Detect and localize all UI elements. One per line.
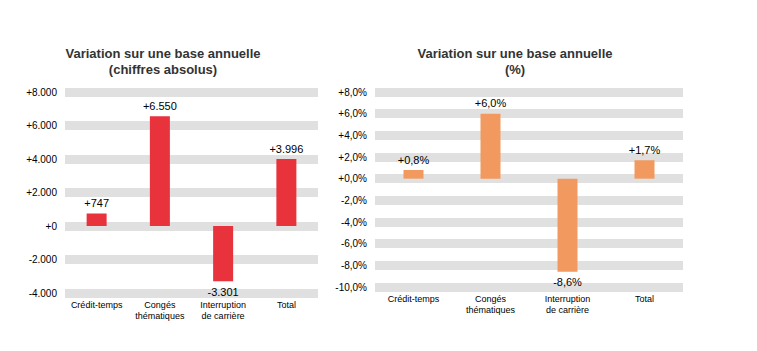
svg-text:+0,8%: +0,8% <box>398 154 430 166</box>
svg-text:Total: Total <box>635 294 654 304</box>
svg-text:Variation sur une base annuell: Variation sur une base annuelle <box>65 46 260 61</box>
svg-text:+4,0%: +4,0% <box>338 130 367 141</box>
svg-text:Congés: Congés <box>475 294 507 304</box>
svg-text:+6,0%: +6,0% <box>338 108 367 119</box>
svg-text:Total: Total <box>277 300 296 310</box>
svg-text:thématiques: thématiques <box>135 311 185 321</box>
svg-text:+8.000: +8.000 <box>26 87 57 98</box>
svg-text:-2.000: -2.000 <box>29 254 58 265</box>
svg-text:+4.000: +4.000 <box>26 154 57 165</box>
svg-text:-3.301: -3.301 <box>208 286 239 298</box>
svg-text:-4.000: -4.000 <box>29 288 58 299</box>
svg-text:+747: +747 <box>84 197 109 209</box>
svg-text:-8,6%: -8,6% <box>553 276 582 288</box>
svg-text:+6,0%: +6,0% <box>475 97 507 109</box>
svg-text:Congés: Congés <box>144 300 176 310</box>
svg-text:(%): (%) <box>505 62 525 77</box>
svg-text:Interruption: Interruption <box>200 300 246 310</box>
svg-text:Crédit-temps: Crédit-temps <box>71 300 123 310</box>
svg-text:-10,0%: -10,0% <box>335 282 367 293</box>
svg-text:+3.996: +3.996 <box>269 143 303 155</box>
svg-text:Interruption: Interruption <box>545 294 591 304</box>
svg-text:Variation sur une base annuell: Variation sur une base annuelle <box>417 46 612 61</box>
svg-text:de carrière: de carrière <box>546 305 589 315</box>
svg-text:+2.000: +2.000 <box>26 187 57 198</box>
svg-text:+0,0%: +0,0% <box>338 173 367 184</box>
svg-text:+6.550: +6.550 <box>143 100 177 112</box>
svg-text:-4,0%: -4,0% <box>341 217 367 228</box>
svg-text:thématiques: thématiques <box>466 305 516 315</box>
svg-text:-6,0%: -6,0% <box>341 238 367 249</box>
svg-text:(chiffres absolus): (chiffres absolus) <box>109 62 217 77</box>
svg-text:+2,0%: +2,0% <box>338 152 367 163</box>
svg-text:de carrière: de carrière <box>202 311 245 321</box>
svg-text:-2,0%: -2,0% <box>341 195 367 206</box>
svg-text:+6.000: +6.000 <box>26 120 57 131</box>
svg-text:+1,7%: +1,7% <box>629 144 661 156</box>
svg-text:-8,0%: -8,0% <box>341 260 367 271</box>
svg-text:+0: +0 <box>46 221 58 232</box>
svg-text:Crédit-temps: Crédit-temps <box>388 294 440 304</box>
svg-text:+8,0%: +8,0% <box>338 87 367 98</box>
